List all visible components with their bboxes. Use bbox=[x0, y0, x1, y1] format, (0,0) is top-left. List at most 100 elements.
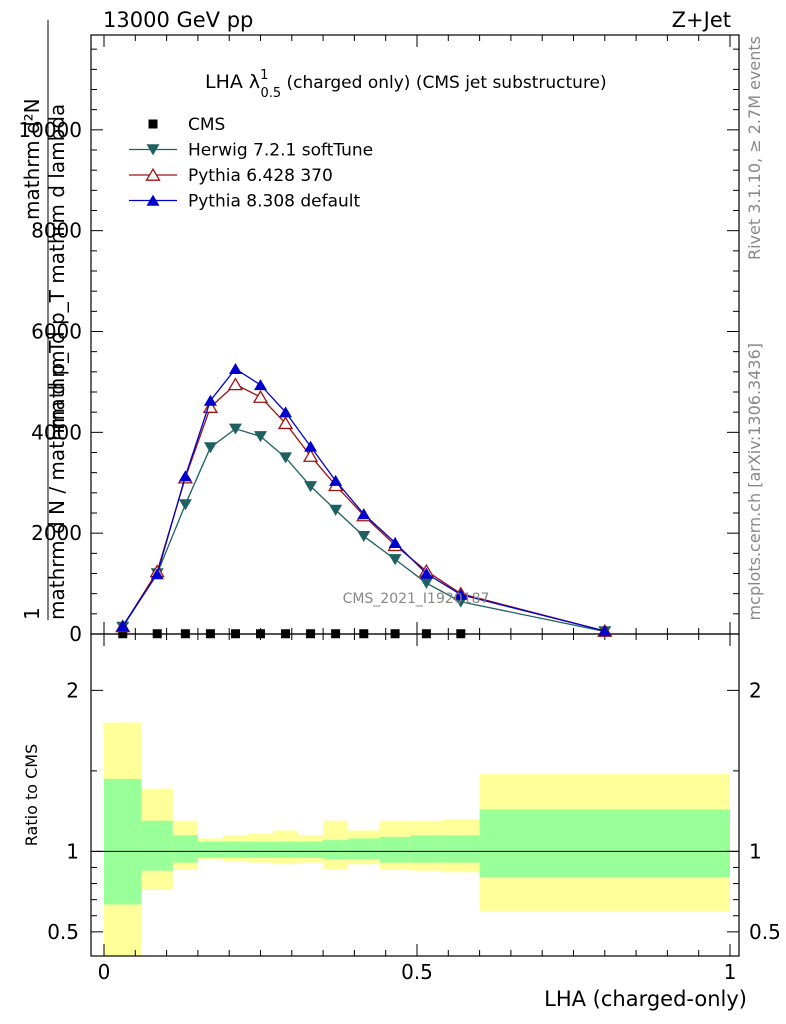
ratio-ytick-label-right: 1 bbox=[749, 839, 762, 863]
data-point bbox=[421, 629, 431, 639]
title-main: LHA λ bbox=[205, 71, 260, 93]
data-point bbox=[359, 629, 369, 639]
stat-band-bin bbox=[348, 838, 380, 860]
data-point bbox=[116, 620, 130, 632]
legend-label: Pythia 8.308 default bbox=[188, 192, 361, 212]
stat-band-bin bbox=[442, 835, 480, 863]
data-point bbox=[228, 423, 242, 435]
data-point bbox=[279, 406, 293, 418]
mcplots-label: mcplots.cern.ch [arXiv:1306.3436] bbox=[745, 343, 764, 620]
data-point bbox=[180, 629, 190, 639]
data-point bbox=[228, 362, 242, 375]
ratio-ytick-label-right: 2 bbox=[749, 678, 762, 702]
data-point bbox=[331, 629, 341, 639]
chart-title: LHA λ1 0.5 (charged only) (CMS jet substr… bbox=[205, 68, 607, 101]
title-sub: 0.5 bbox=[260, 86, 281, 101]
stat-band-bin bbox=[247, 841, 274, 858]
data-point bbox=[256, 629, 265, 639]
legend-marker bbox=[146, 144, 160, 156]
ratio-axis-ticks: 0.5 0.5 1 1 2 2 0 0.5 1 bbox=[47, 634, 781, 984]
series-pythia-8-308-default bbox=[116, 362, 612, 637]
ratio-ytick-label: 0.5 bbox=[47, 920, 79, 944]
legend-marker bbox=[145, 167, 161, 181]
data-point bbox=[152, 629, 162, 639]
series-cms bbox=[118, 629, 466, 639]
data-point bbox=[230, 629, 240, 639]
data-point bbox=[357, 508, 371, 520]
header-left: 13000 GeV pp bbox=[103, 8, 253, 32]
data-point bbox=[252, 389, 269, 403]
main-ytick-label: 4000 bbox=[31, 420, 82, 444]
stat-band-bin bbox=[298, 841, 324, 858]
data-point bbox=[254, 431, 267, 443]
data-point bbox=[302, 448, 319, 462]
legend-label: CMS bbox=[188, 115, 225, 135]
title-rest: (charged only) (CMS jet substructure) bbox=[281, 73, 607, 93]
data-point bbox=[598, 625, 612, 637]
stat-band-bin bbox=[273, 841, 299, 858]
ratio-ytick-label: 1 bbox=[66, 839, 79, 863]
legend: CMS Herwig 7.2.1 softTune Pythia 6.428 370… bbox=[129, 115, 373, 212]
data-point bbox=[390, 629, 400, 639]
stat-band-bin bbox=[379, 836, 411, 863]
x-tick-label: 0.5 bbox=[401, 960, 433, 984]
data-point bbox=[306, 629, 316, 639]
stat-band-bin bbox=[141, 820, 173, 871]
stat-band-bin bbox=[197, 841, 223, 858]
data-point bbox=[329, 504, 343, 516]
main-ytick-label: 2000 bbox=[31, 521, 82, 545]
data-point bbox=[419, 577, 433, 589]
data-point bbox=[304, 440, 318, 452]
x-tick-label: 1 bbox=[724, 960, 737, 984]
analysis-watermark: CMS_2021_I1920187 bbox=[343, 591, 490, 607]
stat-band-bin bbox=[222, 841, 248, 858]
ylabel-num: mathrm d²N bbox=[20, 98, 44, 220]
main-ytick-label: 8000 bbox=[31, 219, 82, 243]
data-point bbox=[118, 629, 128, 639]
data-point bbox=[203, 442, 217, 454]
ratio-ylabel: Ratio to CMS bbox=[22, 744, 41, 846]
main-ytick-label: 10000 bbox=[18, 118, 82, 142]
stat-band-bin bbox=[323, 840, 349, 860]
data-point bbox=[357, 530, 371, 543]
title-sup: 1 bbox=[260, 68, 268, 83]
series-line bbox=[122, 367, 605, 632]
x-axis-label: LHA (charged-only) bbox=[544, 987, 747, 1011]
data-point bbox=[205, 629, 215, 639]
stat-band-bin bbox=[479, 809, 730, 878]
data-point bbox=[254, 379, 267, 391]
data-point bbox=[388, 554, 402, 566]
data-point bbox=[281, 629, 291, 639]
ratio-frame bbox=[90, 633, 740, 957]
x-tick-label: 0 bbox=[98, 960, 111, 984]
data-point bbox=[304, 481, 318, 493]
main-ylabel: 1 mathrm d N / mathrm d p_T mathrm d²N m… bbox=[20, 20, 69, 620]
data-point bbox=[388, 536, 402, 548]
data-point bbox=[329, 474, 343, 486]
rivet-label: Rivet 3.1.10, ≥ 2.7M events bbox=[745, 36, 764, 260]
data-point bbox=[456, 629, 466, 639]
series-line bbox=[122, 383, 605, 632]
data-point bbox=[419, 567, 433, 579]
legend-label: Herwig 7.2.1 softTune bbox=[188, 141, 373, 161]
series-layer bbox=[115, 362, 613, 639]
data-point bbox=[277, 416, 294, 430]
data-point bbox=[150, 568, 164, 580]
ratio-ytick-label-right: 0.5 bbox=[749, 920, 781, 944]
data-point bbox=[227, 377, 244, 391]
legend-marker bbox=[148, 119, 158, 129]
ratio-bands bbox=[91, 722, 739, 956]
header-right: Z+Jet bbox=[672, 8, 731, 32]
main-ytick-label: 0 bbox=[69, 622, 82, 646]
legend-marker bbox=[146, 194, 160, 206]
data-point bbox=[454, 588, 468, 600]
data-point bbox=[178, 470, 192, 482]
stat-band-bin bbox=[410, 835, 443, 863]
ylabel-pre-den: mathrm d N / mathrm d p_T bbox=[45, 340, 69, 620]
series-herwig-7-2-1-softtune bbox=[116, 423, 612, 638]
data-point bbox=[178, 499, 192, 511]
stat-band-bin bbox=[104, 778, 142, 905]
main-ytick-label: 6000 bbox=[31, 320, 82, 344]
data-point bbox=[279, 452, 293, 464]
